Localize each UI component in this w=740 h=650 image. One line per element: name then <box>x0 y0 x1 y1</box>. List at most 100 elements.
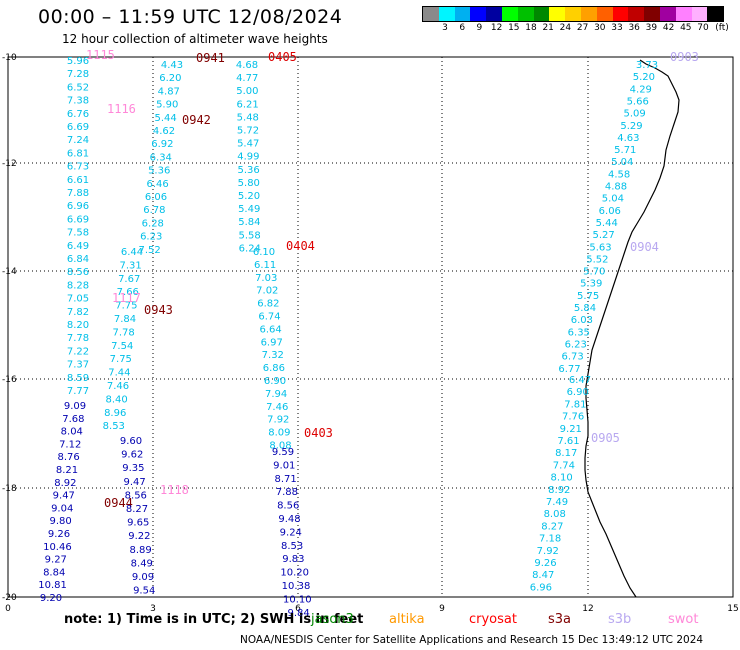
swh-value: 7.67 <box>118 274 140 285</box>
swh-value: 8.49 <box>131 558 153 569</box>
pass-label: 0903 <box>670 50 699 64</box>
footer-note: note: 1) Time is in UTC; 2) SWH is in fe… <box>64 612 364 627</box>
swh-value: 5.52 <box>586 254 608 265</box>
swh-value: 6.74 <box>258 312 280 323</box>
swh-value: 5.27 <box>592 230 614 241</box>
x-tick-label: 3 <box>150 604 156 614</box>
swh-value: 7.46 <box>107 381 129 392</box>
swh-value: 4.77 <box>236 73 258 84</box>
swh-value: 5.36 <box>237 165 259 176</box>
color-swatch <box>486 7 502 21</box>
swh-value: 6.34 <box>150 152 172 163</box>
coastline <box>584 59 680 598</box>
swh-value: 9.01 <box>273 460 295 471</box>
pass-label: 0404 <box>286 239 315 253</box>
swh-value: 10.20 <box>280 568 309 579</box>
color-swatch <box>691 7 708 21</box>
swh-value: 7.54 <box>111 341 133 352</box>
swh-value: 6.86 <box>263 363 285 374</box>
swh-value: 6.92 <box>151 139 173 150</box>
swh-value: 9.54 <box>133 586 155 597</box>
swh-value: 6.23 <box>140 232 162 243</box>
color-tick-label: 18 <box>525 23 537 33</box>
color-swatch <box>549 7 566 21</box>
pass-label: 0904 <box>630 240 659 254</box>
swh-value: 8.53 <box>281 541 303 552</box>
y-tick-label: -18 <box>2 484 17 494</box>
map-frame <box>7 56 734 598</box>
swh-value: 10.81 <box>38 580 67 591</box>
swh-value: 6.73 <box>561 352 583 363</box>
swh-value: 5.49 <box>238 204 260 215</box>
swh-value: 6.78 <box>143 205 165 216</box>
swh-value: 8.92 <box>548 485 570 496</box>
pass-label: 1117 <box>112 291 141 305</box>
swh-value: 8.71 <box>274 474 296 485</box>
swh-value: 10.46 <box>43 542 72 553</box>
swh-value: 5.63 <box>589 242 611 253</box>
swh-value: 9.83 <box>282 554 304 565</box>
swh-value: 9.24 <box>280 527 302 538</box>
swh-value: 8.08 <box>544 509 566 520</box>
swh-value: 9.84 <box>287 608 309 619</box>
swh-value: 4.87 <box>158 86 180 97</box>
swh-value: 7.75 <box>110 354 132 365</box>
swh-value: 5.36 <box>148 166 170 177</box>
swh-value: 6.84 <box>67 254 89 265</box>
color-tick-label: 36 <box>628 23 640 33</box>
color-tick-label: 70 <box>697 23 709 33</box>
swh-value: 4.68 <box>236 60 258 71</box>
swh-value: 6.90 <box>264 376 286 387</box>
color-swatch <box>580 7 597 21</box>
chart-subtitle: 12 hour collection of altimeter wave hei… <box>62 32 328 46</box>
satellite-legend-item: cryosat <box>469 612 517 627</box>
swh-value: 3.73 <box>636 60 658 71</box>
color-tick-label: 24 <box>559 23 572 33</box>
swh-value: 8.53 <box>103 421 125 432</box>
swh-value: 9.09 <box>64 401 86 412</box>
swh-value: 8.08 <box>269 441 291 452</box>
color-tick-label: 21 <box>542 23 554 33</box>
color-swatch <box>675 7 692 21</box>
swh-value: 9.48 <box>278 514 300 525</box>
swh-value: 4.58 <box>608 169 630 180</box>
satellite-legend-item: s3b <box>608 612 632 627</box>
swh-value: 8.40 <box>105 394 127 405</box>
swh-value: 5.20 <box>238 191 260 202</box>
y-tick-label: -12 <box>2 159 17 169</box>
color-swatch <box>644 7 660 21</box>
swh-value: 6.35 <box>568 327 590 338</box>
pass-label: 0941 <box>196 51 225 65</box>
satellite-legend-item: altika <box>389 612 425 627</box>
swh-value: 4.63 <box>617 133 639 144</box>
swh-value: 9.65 <box>127 518 149 529</box>
swh-value: 6.28 <box>142 218 164 229</box>
swh-value: 8.76 <box>57 452 79 463</box>
color-tick-label: 9 <box>476 23 483 33</box>
swh-value: 5.71 <box>614 145 636 156</box>
pass-label: 0405 <box>268 50 297 64</box>
satellite-legend-item: s3a <box>548 612 572 627</box>
swh-value: 6.03 <box>571 315 593 326</box>
swh-value: 8.28 <box>67 280 89 291</box>
pass-label: 1115 <box>86 48 115 62</box>
color-tick-label: 3 <box>442 23 448 33</box>
swh-value: 7.88 <box>67 188 89 199</box>
color-tick-label: 39 <box>645 23 658 33</box>
swh-value: 8.47 <box>532 570 554 581</box>
swh-value: 7.75 <box>115 301 137 312</box>
color-tick-label: 6 <box>459 23 466 33</box>
swh-value: 5.20 <box>633 72 655 83</box>
swh-value: 8.56 <box>125 490 147 501</box>
color-swatch <box>707 7 724 21</box>
swh-value: 7.88 <box>276 487 298 498</box>
swh-value: 9.20 <box>40 593 62 604</box>
swh-value: 6.69 <box>67 122 89 133</box>
swh-value: 9.47 <box>123 477 145 488</box>
swh-value: 7.05 <box>67 294 89 305</box>
swh-value: 5.75 <box>577 291 599 302</box>
swh-value: 6.44 <box>121 247 143 258</box>
swh-value: 7.68 <box>62 414 84 425</box>
swh-value: 5.00 <box>236 86 258 97</box>
swh-value: 7.92 <box>537 546 559 557</box>
